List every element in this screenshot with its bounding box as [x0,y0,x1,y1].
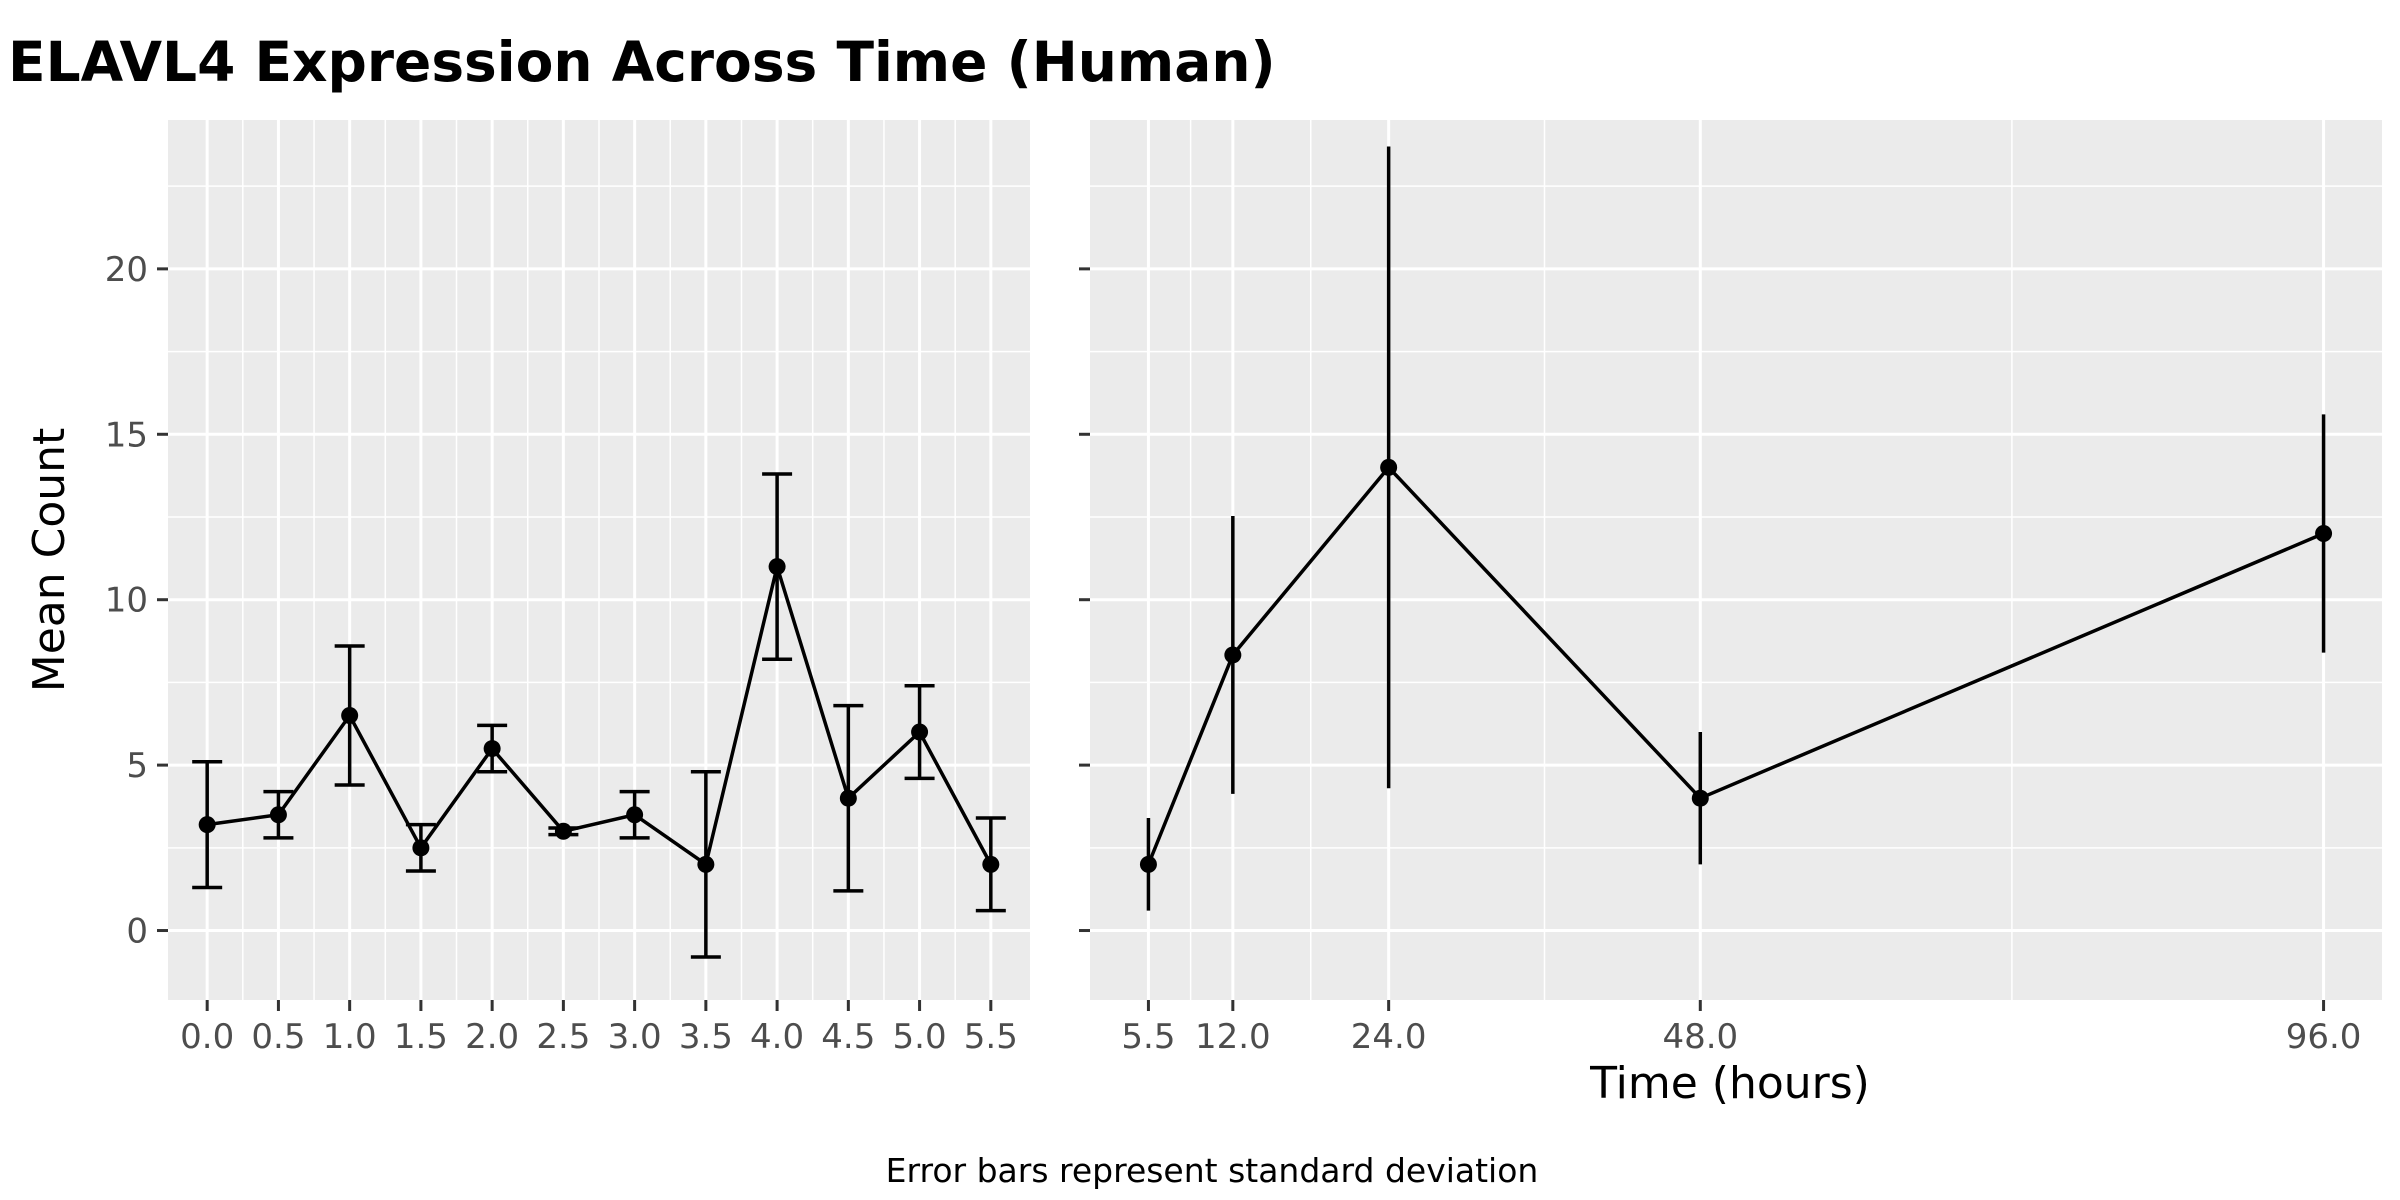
y-tick-label: 10 [105,581,148,621]
x-tick-label: 12.0 [1195,1017,1271,1057]
data-point [839,789,857,807]
x-tick-label: 96.0 [2286,1017,2362,1057]
data-point [626,806,644,824]
x-tick-label: 2.5 [536,1017,590,1057]
data-point [412,839,430,857]
data-point [911,723,929,741]
x-tick-label: 0.0 [180,1017,234,1057]
y-tick-label: 15 [105,415,148,455]
data-point [1691,789,1709,807]
chart-caption: Error bars represent standard deviation [886,1151,1539,1190]
y-axis-label: Mean Count [24,428,75,693]
panel-background [1090,120,2382,1000]
data-point [697,855,715,873]
y-tick-label: 20 [105,250,148,290]
panel-late: 5.5 12.0 24.0 48.0 96.0 [1079,120,2382,1057]
panel-early: 0 5 10 15 20 0.0 0.5 1.0 1.5 2.0 2.5 3.0 3.5 4.0 4.5 5.… [105,120,1030,1057]
x-tick-label: 1.0 [323,1017,377,1057]
data-point [1380,458,1398,476]
chart-title: ELAVL4 Expression Across Time (Human) [8,30,1276,94]
data-point [1224,646,1242,664]
data-point [483,740,501,758]
x-tick-label: 3.0 [608,1017,662,1057]
x-tick-label: 2.0 [465,1017,519,1057]
data-point [768,558,786,576]
data-point [198,816,216,834]
x-tick-label: 5.5 [964,1017,1018,1057]
x-tick-label: 4.5 [821,1017,875,1057]
y-tick-label: 5 [126,746,148,786]
x-tick-label: 1.5 [394,1017,448,1057]
x-axis-label: Time (hours) [1589,1058,1870,1109]
x-tick-label: 24.0 [1351,1017,1427,1057]
data-point [554,822,572,840]
x-tick-label: 0.5 [251,1017,305,1057]
data-point [2315,525,2333,543]
x-tick-label: 48.0 [1662,1017,1738,1057]
data-point [1139,855,1157,873]
data-point [982,855,1000,873]
x-tick-label: 5.5 [1121,1017,1175,1057]
y-tick-label: 0 [126,912,148,952]
x-tick-label: 3.5 [679,1017,733,1057]
x-tick-label: 5.0 [893,1017,947,1057]
x-tick-label: 4.0 [750,1017,804,1057]
series-line [206,559,993,868]
data-point [269,806,287,824]
data-point [341,706,359,724]
